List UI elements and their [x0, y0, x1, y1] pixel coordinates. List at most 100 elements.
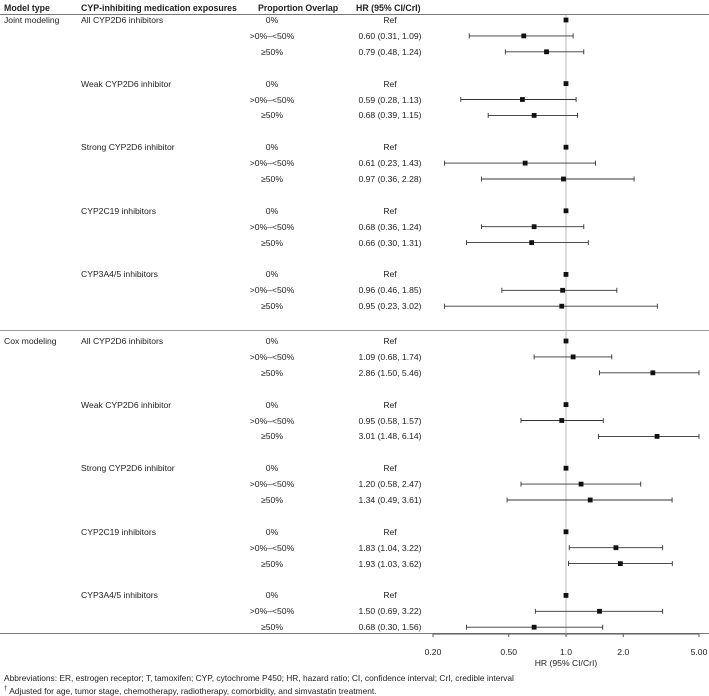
point-estimate: [519, 97, 525, 102]
point-estimate: [531, 224, 537, 230]
point-estimate: [531, 624, 537, 630]
point-estimate: [650, 370, 656, 376]
hr-label: Ref: [383, 336, 397, 346]
hr-label: 0.66 (0.30, 1.31): [358, 237, 422, 248]
hr-label: 1.93 (1.03, 3.62): [358, 558, 422, 569]
overlap-label: >0%–<50%: [249, 415, 295, 426]
overlap-label: >0%–<50%: [249, 351, 295, 362]
overlap-label: 0%: [265, 205, 279, 216]
hr-label: 0.59 (0.28, 1.13): [358, 94, 422, 105]
hr-label: Ref: [383, 142, 397, 153]
point-estimate: [617, 561, 623, 566]
exposure-name: CYP2C19 inhibitors: [81, 205, 156, 216]
exposure-name: All CYP2D6 inhibitors: [81, 15, 164, 25]
overlap-label: 0%: [265, 336, 279, 346]
overlap-label: >0%–<50%: [249, 542, 295, 553]
point-estimate: [563, 338, 569, 344]
point-estimate: [578, 481, 584, 487]
overlap-label: >0%–<50%: [249, 479, 295, 490]
footnote-adjusted-text: Adjusted for age, tumor stage, chemother…: [9, 685, 377, 696]
x-tick-label: 2.0: [617, 647, 630, 657]
exposure-name: Strong CYP2D6 inhibitor: [81, 463, 175, 474]
footnote-adjusted: † Adjusted for age, tumor stage, chemoth…: [4, 684, 377, 696]
header-exposures: CYP-inhibiting medication exposures: [81, 3, 237, 13]
model-type-label: Cox modeling: [4, 336, 57, 346]
point-estimate: [521, 33, 527, 39]
x-tick-label: 5.00: [690, 647, 708, 657]
overlap-label: ≥50%: [261, 622, 283, 633]
overlap-label: 0%: [265, 463, 279, 474]
overlap-label: >0%–<50%: [249, 30, 295, 41]
hr-label: 0.95 (0.58, 1.57): [358, 415, 422, 426]
hr-label: 0.79 (0.48, 1.24): [358, 46, 422, 57]
footnote-abbreviations: Abbreviations: ER, estrogen receptor; T,…: [4, 673, 514, 683]
hr-label: Ref: [383, 78, 397, 89]
hr-label: 0.68 (0.39, 1.15): [358, 110, 422, 121]
point-estimate: [563, 17, 569, 23]
hr-label: 1.09 (0.68, 1.74): [358, 351, 422, 362]
point-estimate: [570, 354, 576, 360]
hr-label: 3.01 (1.48, 6.14): [358, 431, 422, 442]
hr-label: Ref: [383, 205, 397, 216]
point-estimate: [544, 49, 549, 55]
hr-label: 0.95 (0.23, 3.02): [358, 301, 422, 312]
model-type-label: Joint modeling: [4, 15, 60, 25]
point-estimate: [529, 240, 535, 245]
point-estimate: [563, 465, 569, 471]
exposure-name: Weak CYP2D6 inhibitor: [81, 399, 172, 410]
hr-label: Ref: [383, 526, 397, 537]
footnote-dagger: †: [4, 686, 8, 692]
exposure-name: Strong CYP2D6 inhibitor: [81, 142, 175, 153]
point-estimate: [613, 545, 619, 551]
point-estimate: [559, 303, 565, 309]
overlap-label: ≥50%: [261, 174, 283, 184]
header-model-type: Model type: [4, 3, 50, 13]
hr-label: 0.96 (0.46, 1.85): [358, 285, 422, 296]
point-estimate: [561, 176, 566, 182]
hr-label: 1.83 (1.04, 3.22): [358, 542, 422, 553]
hr-label: 1.50 (0.69, 3.22): [358, 606, 422, 617]
x-tick-label: 0.20: [424, 647, 442, 657]
point-estimate: [522, 160, 528, 166]
hr-label: Ref: [383, 269, 397, 280]
point-estimate: [563, 144, 569, 150]
exposure-name: CYP2C19 inhibitors: [81, 526, 156, 537]
header-hr: HR (95% CI/CrI): [356, 3, 421, 13]
overlap-label: ≥50%: [261, 301, 283, 312]
hr-label: Ref: [383, 463, 397, 474]
hr-label: Ref: [383, 590, 397, 601]
group-divider-rule: [0, 330, 709, 331]
overlap-label: 0%: [265, 78, 279, 89]
point-estimate: [597, 608, 602, 614]
point-estimate: [563, 272, 569, 277]
hr-label: Ref: [383, 399, 397, 410]
exposure-name: CYP3A4/5 inhibitors: [81, 590, 158, 601]
point-estimate: [560, 287, 566, 293]
overlap-label: >0%–<50%: [249, 221, 295, 232]
hr-label: 0.60 (0.31, 1.09): [358, 30, 422, 41]
table-bottom-rule: [0, 633, 709, 634]
exposure-name: CYP3A4/5 inhibitors: [81, 269, 158, 280]
overlap-label: 0%: [265, 590, 279, 601]
overlap-label: ≥50%: [261, 558, 283, 569]
x-tick-label: 0.50: [500, 647, 518, 657]
overlap-label: >0%–<50%: [249, 285, 295, 296]
exposure-name: Weak CYP2D6 inhibitor: [81, 78, 172, 89]
overlap-label: 0%: [265, 399, 279, 410]
hr-label: 0.68 (0.36, 1.24): [358, 221, 422, 232]
overlap-label: ≥50%: [261, 110, 283, 121]
overlap-label: >0%–<50%: [249, 94, 295, 105]
overlap-label: ≥50%: [261, 46, 283, 57]
overlap-label: 0%: [265, 269, 279, 280]
header-proportion-overlap: Proportion Overlap: [258, 3, 339, 13]
overlap-label: ≥50%: [261, 495, 283, 505]
hr-label: 2.86 (1.50, 5.46): [358, 367, 422, 378]
point-estimate: [563, 402, 569, 407]
overlap-label: ≥50%: [261, 431, 283, 442]
hr-label: Ref: [383, 15, 397, 25]
hr-label: 0.68 (0.30, 1.56): [358, 622, 422, 633]
x-axis-title: HR (95% CI/CrI): [534, 658, 598, 668]
point-estimate: [563, 208, 569, 214]
